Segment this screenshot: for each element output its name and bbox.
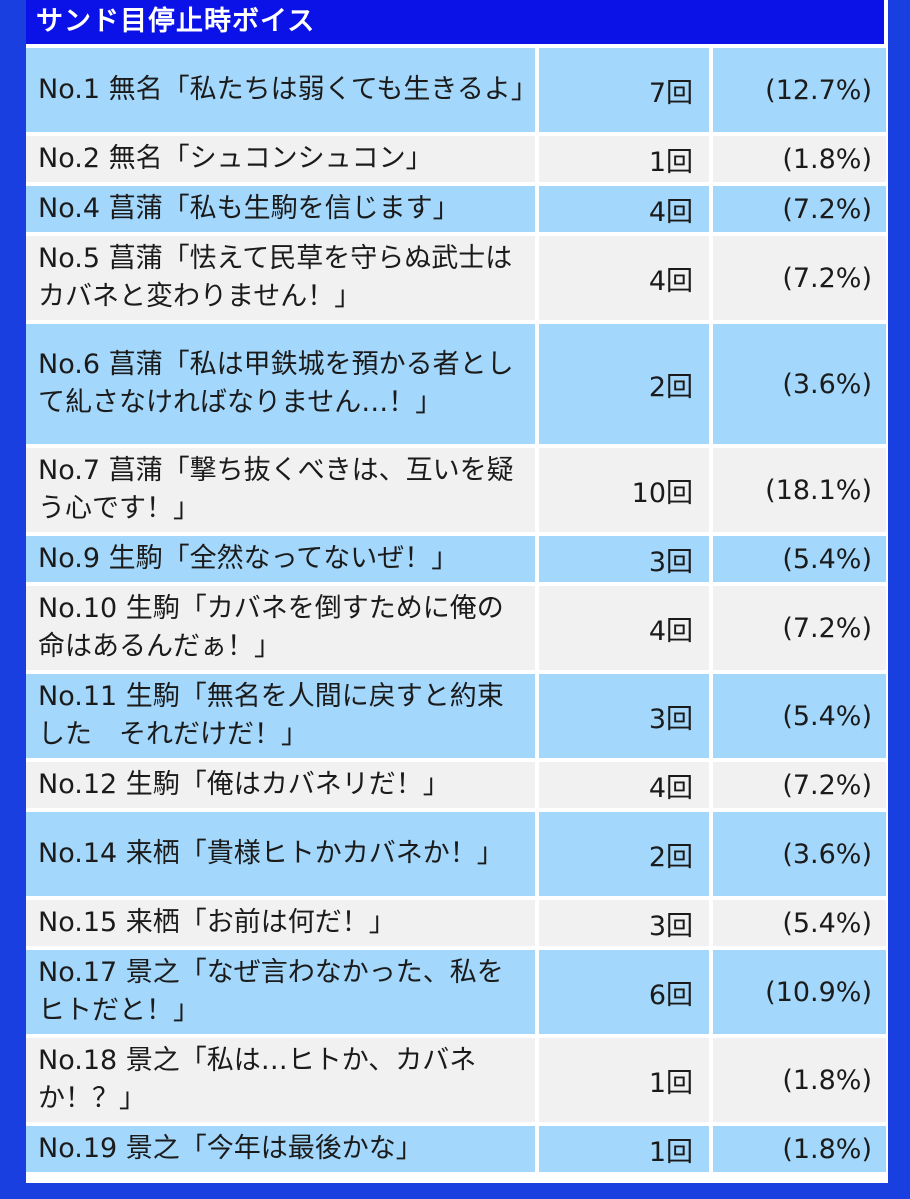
count-cell: 4回: [539, 762, 709, 808]
table-row: No.19 景之「今年は最後かな」 1回 (1.8%): [26, 1126, 886, 1172]
percent-cell: (3.6%): [713, 812, 886, 896]
count-cell: 1回: [539, 1038, 709, 1122]
voice-name-cell: No.7 菖蒲「撃ち抜くべきは、互いを疑う心です！」: [26, 448, 535, 532]
percent-cell: (7.2%): [713, 186, 886, 232]
table-row: No.2 無名「シュコンシュコン」 1回 (1.8%): [26, 136, 886, 182]
voice-name-cell: No.1 無名「私たちは弱くても生きるよ」: [26, 48, 538, 132]
percent-cell: (3.6%): [713, 324, 886, 444]
table-row: No.14 来栖「貴様ヒトかカバネか！」 2回 (3.6%): [26, 812, 886, 896]
count-cell: 1回: [539, 136, 709, 182]
count-cell: 3回: [539, 674, 709, 758]
count-cell: 3回: [539, 536, 709, 582]
voice-name-cell: No.5 菖蒲「怯えて民草を守らぬ武士はカバネと変わりません！」: [26, 236, 535, 320]
voice-name-cell: No.12 生駒「俺はカバネリだ！」: [26, 762, 535, 808]
count-cell: 4回: [539, 236, 709, 320]
table-row: No.11 生駒「無名を人間に戻すと約束した それだけだ！」 3回 (5.4%): [26, 674, 886, 758]
voice-name-cell: No.17 景之「なぜ言わなかった、私をヒトだと！」: [26, 950, 535, 1034]
percent-cell: (5.4%): [713, 536, 886, 582]
table-row: No.5 菖蒲「怯えて民草を守らぬ武士はカバネと変わりません！」 4回 (7.2…: [26, 236, 886, 320]
voice-name-cell: No.4 菖蒲「私も生駒を信じます」: [26, 186, 535, 232]
percent-cell: (5.4%): [713, 674, 886, 758]
voice-name-cell: No.9 生駒「全然なってないぜ！」: [26, 536, 535, 582]
percent-cell: (1.8%): [713, 1126, 886, 1172]
voice-name-cell: No.15 来栖「お前は何だ！」: [26, 900, 535, 946]
table-row: No.18 景之「私は…ヒトか、カバネか！？」 1回 (1.8%): [26, 1038, 886, 1122]
percent-cell: (1.8%): [713, 1038, 886, 1122]
table-title: サンド目停止時ボイス: [26, 0, 884, 44]
table-row: No.6 菖蒲「私は甲鉄城を預かる者として糺さなければなりません…！」 2回 (…: [26, 324, 886, 444]
voice-name-cell: No.11 生駒「無名を人間に戻すと約束した それだけだ！」: [26, 674, 535, 758]
percent-cell: (5.4%): [713, 900, 886, 946]
voice-name-cell: No.18 景之「私は…ヒトか、カバネか！？」: [26, 1038, 535, 1122]
count-cell: 10回: [539, 448, 709, 532]
table-row: No.7 菖蒲「撃ち抜くべきは、互いを疑う心です！」 10回 (18.1%): [26, 448, 886, 532]
table-row: No.9 生駒「全然なってないぜ！」 3回 (5.4%): [26, 536, 886, 582]
percent-cell: (10.9%): [713, 950, 886, 1034]
percent-cell: (7.2%): [713, 586, 886, 670]
voice-name-cell: No.10 生駒「カバネを倒すために俺の命はあるんだぁ！」: [26, 586, 535, 670]
table-row: No.15 来栖「お前は何だ！」 3回 (5.4%): [26, 900, 886, 946]
count-cell: 2回: [539, 812, 709, 896]
count-cell: 3回: [539, 900, 709, 946]
table-row: No.1 無名「私たちは弱くても生きるよ」 7回 (12.7%): [26, 48, 886, 132]
percent-cell: (7.2%): [713, 236, 886, 320]
voice-name-cell: No.19 景之「今年は最後かな」: [26, 1126, 535, 1172]
count-cell: 4回: [539, 186, 709, 232]
voice-table: No.1 無名「私たちは弱くても生きるよ」 7回 (12.7%) No.2 無名…: [26, 48, 886, 1176]
table-row: No.4 菖蒲「私も生駒を信じます」 4回 (7.2%): [26, 186, 886, 232]
count-cell: 1回: [539, 1126, 709, 1172]
percent-cell: (12.7%): [713, 48, 886, 132]
voice-name-cell: No.2 無名「シュコンシュコン」: [26, 136, 535, 182]
count-cell: 6回: [539, 950, 709, 1034]
count-cell: 4回: [539, 586, 709, 670]
percent-cell: (1.8%): [713, 136, 886, 182]
percent-cell: (18.1%): [713, 448, 886, 532]
table-row: No.12 生駒「俺はカバネリだ！」 4回 (7.2%): [26, 762, 886, 808]
table-row: No.17 景之「なぜ言わなかった、私をヒトだと！」 6回 (10.9%): [26, 950, 886, 1034]
count-cell: 2回: [539, 324, 709, 444]
voice-name-cell: No.14 来栖「貴様ヒトかカバネか！」: [26, 812, 535, 896]
percent-cell: (7.2%): [713, 762, 886, 808]
count-cell: 7回: [539, 48, 709, 132]
table-row: No.10 生駒「カバネを倒すために俺の命はあるんだぁ！」 4回 (7.2%): [26, 586, 886, 670]
voice-name-cell: No.6 菖蒲「私は甲鉄城を預かる者として糺さなければなりません…！」: [26, 324, 535, 444]
